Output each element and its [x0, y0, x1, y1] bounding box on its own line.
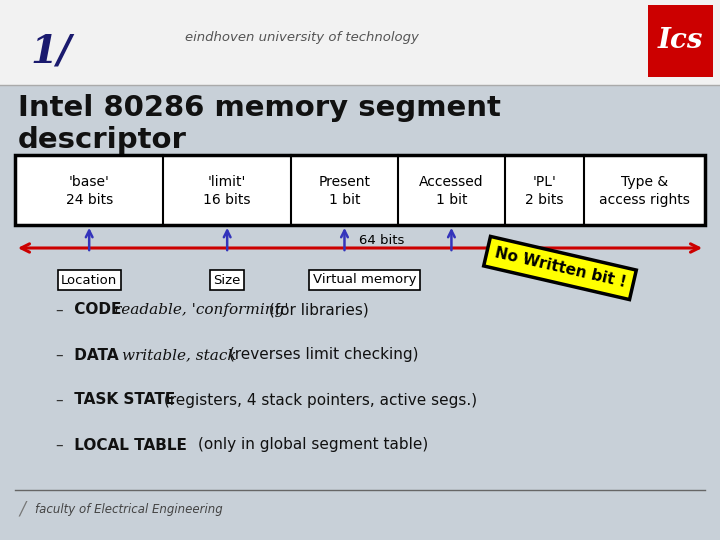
Text: 24 bits: 24 bits — [66, 193, 113, 207]
Text: readable, 'conforming': readable, 'conforming' — [114, 303, 289, 317]
Text: TASK STATE: TASK STATE — [69, 393, 181, 408]
Text: –: – — [55, 302, 63, 318]
Text: (reverses limit checking): (reverses limit checking) — [223, 348, 418, 362]
Text: 'limit': 'limit' — [208, 175, 246, 189]
Text: –: – — [55, 348, 63, 362]
Bar — [15, 155, 705, 225]
Text: Type &: Type & — [621, 175, 668, 189]
Text: –: – — [55, 393, 63, 408]
Text: descriptor: descriptor — [18, 126, 187, 154]
Text: Location: Location — [61, 273, 117, 287]
Text: 1 bit: 1 bit — [436, 193, 467, 207]
Text: Virtual memory: Virtual memory — [312, 273, 416, 287]
Text: DATA: DATA — [69, 348, 129, 362]
Text: –: – — [55, 437, 63, 453]
Text: 64 bits: 64 bits — [359, 233, 405, 246]
Text: 'PL': 'PL' — [533, 175, 557, 189]
Text: Accessed: Accessed — [419, 175, 484, 189]
Text: 'base': 'base' — [68, 175, 109, 189]
Text: 2 bits: 2 bits — [526, 193, 564, 207]
Text: (only in global segment table): (only in global segment table) — [159, 437, 428, 453]
Text: CODE: CODE — [69, 302, 127, 318]
Text: Size: Size — [214, 273, 241, 287]
Text: 1 bit: 1 bit — [329, 193, 360, 207]
Text: (registers, 4 stack pointers, active segs.): (registers, 4 stack pointers, active seg… — [159, 393, 477, 408]
Text: Intel 80286 memory segment: Intel 80286 memory segment — [18, 94, 501, 122]
Bar — [648, 5, 713, 77]
Text: access rights: access rights — [599, 193, 690, 207]
Text: No Written bit !: No Written bit ! — [493, 246, 627, 291]
Text: writable, stack: writable, stack — [122, 348, 236, 362]
Text: 1/: 1/ — [30, 33, 71, 71]
Text: 16 bits: 16 bits — [204, 193, 251, 207]
Text: /: / — [19, 501, 25, 519]
Text: Present: Present — [318, 175, 371, 189]
Text: eindhoven university of technology: eindhoven university of technology — [185, 31, 419, 44]
Text: faculty of Electrical Engineering: faculty of Electrical Engineering — [35, 503, 222, 516]
Text: LOCAL TABLE: LOCAL TABLE — [69, 437, 187, 453]
Bar — [0, 0, 720, 85]
Text: Ics: Ics — [657, 28, 703, 55]
Text: (for libraries): (for libraries) — [264, 302, 369, 318]
